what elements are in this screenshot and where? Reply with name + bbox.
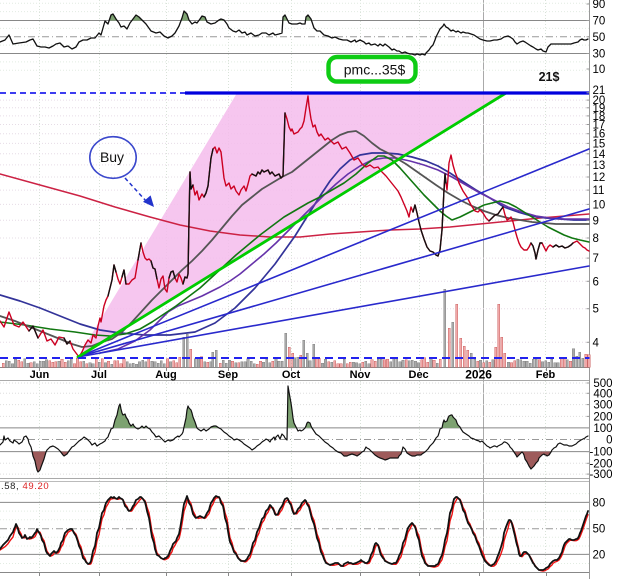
svg-text:4: 4: [593, 337, 600, 349]
svg-text:7: 7: [593, 253, 599, 265]
svg-text:90: 90: [593, 0, 606, 11]
svg-text:5: 5: [593, 304, 599, 316]
svg-text:Feb: Feb: [536, 369, 556, 381]
svg-text:-100: -100: [589, 447, 612, 459]
svg-text:Aug: Aug: [155, 369, 176, 381]
svg-text:13: 13: [593, 160, 606, 172]
svg-text:21: 21: [593, 85, 606, 97]
svg-text:Buy: Buy: [100, 149, 124, 165]
svg-text:0: 0: [606, 435, 612, 447]
svg-text:8: 8: [593, 233, 599, 245]
svg-text:6: 6: [593, 276, 599, 288]
svg-text:50: 50: [593, 32, 606, 44]
svg-text:80: 80: [593, 497, 606, 509]
svg-text:18: 18: [593, 111, 606, 123]
svg-text:11: 11: [593, 185, 605, 197]
svg-text:20: 20: [593, 95, 606, 107]
svg-text:12: 12: [593, 172, 606, 184]
svg-text:70: 70: [593, 16, 606, 28]
svg-text:2026: 2026: [465, 368, 492, 382]
svg-text:10: 10: [593, 64, 606, 76]
svg-text:19: 19: [593, 103, 606, 115]
svg-text:16: 16: [593, 129, 606, 141]
svg-text:-200: -200: [589, 458, 612, 470]
svg-text:pmc...35$: pmc...35$: [344, 62, 406, 78]
svg-text:15: 15: [593, 138, 606, 150]
svg-text:Sep: Sep: [218, 369, 238, 381]
svg-text:100: 100: [593, 423, 612, 435]
svg-text:30: 30: [593, 49, 606, 61]
svg-text:300: 300: [593, 400, 612, 412]
svg-text:Dec: Dec: [409, 369, 429, 381]
svg-text:Jun: Jun: [30, 369, 50, 381]
svg-text:20: 20: [593, 549, 606, 561]
svg-text:10: 10: [593, 199, 606, 211]
svg-text:21$: 21$: [539, 70, 560, 84]
svg-text:500: 500: [593, 378, 612, 390]
svg-text:14: 14: [593, 149, 606, 161]
svg-text:50: 50: [593, 524, 606, 536]
svg-text:400: 400: [593, 388, 612, 400]
svg-text:9: 9: [593, 215, 599, 227]
svg-text:Nov: Nov: [350, 369, 372, 381]
svg-text:17: 17: [593, 120, 606, 132]
svg-text:Jul: Jul: [91, 369, 107, 381]
svg-text:200: 200: [593, 411, 612, 423]
svg-text:Oct: Oct: [282, 369, 301, 381]
svg-text:.58, 49.20: .58, 49.20: [1, 481, 49, 492]
svg-text:-300: -300: [589, 469, 612, 481]
